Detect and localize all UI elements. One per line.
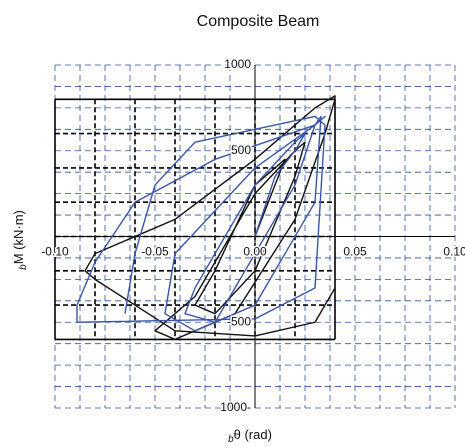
y-tick-label: 500 bbox=[231, 143, 251, 157]
x-tick-label: 0.05 bbox=[343, 245, 367, 259]
y-tick-label: 1000 bbox=[224, 57, 251, 71]
y-axis-label: bM (kN·m) bbox=[11, 210, 28, 270]
x-tick-label: 0.10 bbox=[443, 245, 465, 259]
x-tick-label: -0.05 bbox=[141, 245, 169, 259]
x-label-sub: b bbox=[228, 434, 234, 445]
x-tick-label: 0.00 bbox=[243, 245, 267, 259]
hysteresis-line bbox=[76, 115, 326, 332]
y-tick-label: 1000- bbox=[220, 400, 251, 414]
x-label: θ (rad) bbox=[234, 427, 272, 442]
hysteresis-line bbox=[84, 95, 336, 341]
x-tick-label: -0.10 bbox=[41, 245, 69, 259]
x-axis-label: bθ (rad) bbox=[228, 427, 272, 444]
chart-title: Composite Beam bbox=[197, 13, 320, 30]
y-label-sub: b bbox=[18, 264, 29, 270]
y-label: M (kN·m) bbox=[11, 210, 26, 264]
y-tick-label: -500 bbox=[227, 314, 251, 328]
